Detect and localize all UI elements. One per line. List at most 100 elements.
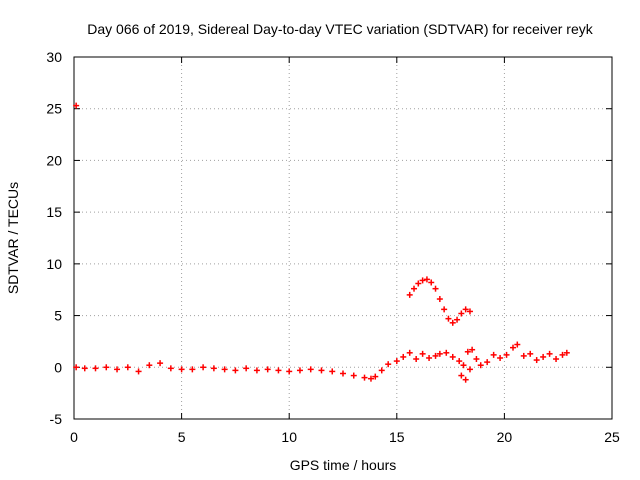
data-point [286, 368, 293, 375]
data-point [419, 277, 426, 284]
data-point [456, 358, 463, 365]
y-tick-label: 10 [46, 256, 62, 272]
data-point [428, 279, 435, 286]
x-tick-label: 10 [281, 429, 297, 445]
axis-ticks: 0 5 10 15 20 25 -5 0 5 10 15 20 25 30 [46, 49, 620, 445]
y-tick-label: 15 [46, 204, 62, 220]
data-point [393, 358, 400, 365]
data-point [350, 372, 357, 379]
data-point [466, 308, 473, 315]
data-point [462, 306, 469, 313]
data-point [466, 366, 473, 373]
x-tick-label: 25 [604, 429, 620, 445]
data-point [92, 365, 99, 372]
data-point [441, 306, 448, 313]
data-point [419, 350, 426, 357]
data-point [540, 353, 547, 360]
data-point [477, 362, 484, 369]
y-tick-label: 0 [54, 359, 62, 375]
data-point [458, 310, 465, 317]
data-point [563, 349, 570, 356]
data-point [210, 365, 217, 372]
x-tick-label: 5 [178, 429, 186, 445]
data-point [473, 356, 480, 363]
data-point [385, 361, 392, 368]
data-point [367, 375, 374, 382]
data-point [378, 367, 385, 374]
data-point [114, 366, 121, 373]
data-point [415, 280, 422, 287]
data-point [167, 365, 174, 372]
data-point [436, 350, 443, 357]
data-point [157, 360, 164, 367]
data-point [514, 341, 521, 348]
data-point [454, 316, 461, 323]
data-point [449, 319, 456, 326]
y-tick-label: 25 [46, 101, 62, 117]
y-axis-label: SDTVAR / TECUs [5, 182, 21, 294]
y-tick-label: 30 [46, 49, 62, 65]
data-point [400, 353, 407, 360]
data-point [253, 367, 260, 374]
data-point [443, 349, 450, 356]
x-tick-label: 15 [389, 429, 405, 445]
data-point [533, 357, 540, 364]
data-points [73, 102, 570, 383]
data-point [275, 367, 282, 374]
data-point [469, 346, 476, 353]
data-point [146, 362, 153, 369]
data-point [372, 373, 379, 380]
data-point [462, 376, 469, 383]
data-point [135, 368, 142, 375]
data-point [520, 352, 527, 359]
data-point [200, 364, 207, 371]
y-tick-label: 20 [46, 152, 62, 168]
data-point [527, 350, 534, 357]
data-point [329, 368, 336, 375]
data-point [436, 296, 443, 303]
data-point [559, 351, 566, 358]
x-tick-label: 20 [497, 429, 513, 445]
data-point [221, 366, 228, 373]
data-point [103, 364, 110, 371]
data-point [232, 367, 239, 374]
data-point [189, 366, 196, 373]
data-point [73, 102, 80, 109]
chart-title: Day 066 of 2019, Sidereal Day-to-day VTE… [87, 21, 593, 37]
data-point [490, 351, 497, 358]
data-point [406, 349, 413, 356]
data-point [264, 366, 271, 373]
data-point [484, 359, 491, 366]
data-point [426, 354, 433, 361]
data-point [553, 356, 560, 363]
data-point [432, 352, 439, 359]
data-point [243, 365, 250, 372]
data-point [296, 367, 303, 374]
data-point [81, 365, 88, 372]
data-point [411, 285, 418, 292]
data-point [445, 315, 452, 322]
data-point [361, 374, 368, 381]
data-point [124, 364, 131, 371]
data-point [413, 356, 420, 363]
y-tick-label: -5 [50, 411, 63, 427]
data-point [73, 364, 80, 371]
data-point [432, 285, 439, 292]
grid-lines [74, 57, 612, 419]
x-tick-label: 0 [70, 429, 78, 445]
data-point [178, 366, 185, 373]
data-point [340, 370, 346, 377]
data-point [423, 276, 430, 283]
y-tick-label: 5 [54, 308, 62, 324]
data-point [307, 366, 314, 373]
data-point [464, 348, 471, 355]
data-point [406, 291, 413, 298]
data-point [449, 353, 456, 360]
data-point [460, 362, 467, 369]
data-point [546, 350, 553, 357]
data-point [510, 344, 517, 351]
plot-frame [73, 56, 613, 420]
data-point [318, 367, 325, 374]
data-point [458, 372, 465, 379]
